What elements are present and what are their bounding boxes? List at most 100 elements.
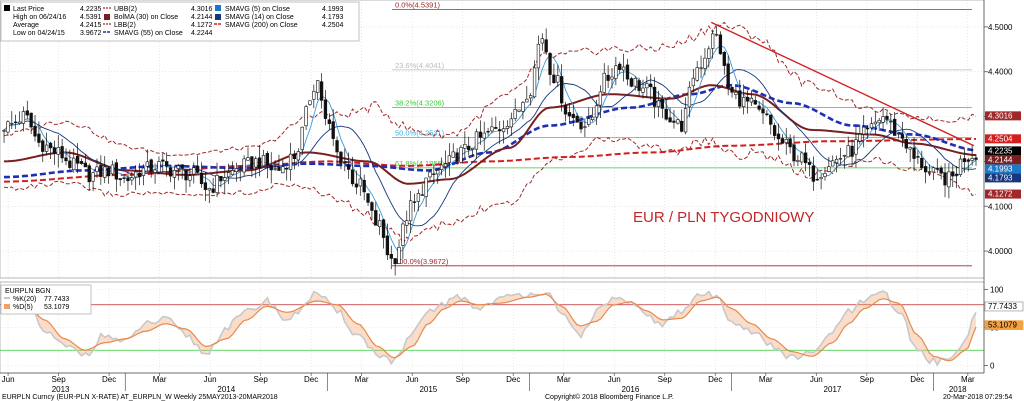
candle — [319, 73, 324, 109]
fib-label-4: 61.8%(4.1856) — [395, 159, 445, 168]
candle — [494, 116, 498, 130]
candle — [254, 156, 258, 179]
candle-body — [552, 74, 556, 84]
candle — [730, 86, 734, 98]
candle — [664, 99, 668, 121]
candle — [41, 138, 45, 162]
candle — [803, 143, 808, 172]
last-price-value: 4.2235 — [80, 6, 102, 13]
candle-body — [823, 173, 827, 177]
candle-body — [807, 162, 812, 165]
candle — [742, 84, 746, 115]
candle — [44, 132, 49, 156]
fib-label-1: 23.6%(4.4041) — [395, 61, 445, 70]
candle-body — [687, 86, 692, 108]
smavg-200-line — [4, 138, 976, 183]
candle-body — [711, 33, 715, 49]
candle — [680, 109, 684, 133]
price-tag-label: 4.2235 — [988, 146, 1013, 155]
candle-body — [749, 97, 754, 103]
candle-body — [831, 160, 835, 167]
candle — [517, 109, 521, 113]
candle-body — [428, 171, 432, 178]
candle-body — [87, 165, 91, 183]
candle-body — [319, 81, 324, 101]
candle — [501, 120, 506, 144]
candle — [145, 149, 149, 172]
candle-body — [668, 117, 672, 123]
candle-body — [331, 121, 335, 139]
bolma-label: BolMA (30) on Close — [114, 14, 178, 21]
candle — [180, 164, 184, 180]
candle-body — [575, 115, 579, 123]
x-month-tick-label: Mar — [759, 375, 773, 384]
candlesticks — [2, 26, 978, 276]
candle-body — [865, 127, 870, 130]
candle-body — [529, 95, 533, 99]
x-year-label: 2016 — [622, 385, 640, 394]
candle — [176, 163, 180, 181]
x-month-tick-label: Dec — [708, 375, 722, 384]
candle-body — [300, 126, 304, 150]
candle — [21, 106, 26, 132]
candle — [873, 111, 877, 135]
candle-body — [48, 142, 53, 149]
price-tag-label: 4.1993 — [988, 164, 1013, 173]
candle — [618, 61, 622, 74]
candle — [676, 119, 680, 125]
candle-body — [618, 63, 622, 70]
candle — [486, 127, 490, 136]
candle-body — [312, 90, 316, 100]
candle-body — [381, 219, 386, 238]
candle — [300, 126, 304, 156]
candle — [532, 60, 537, 99]
candle — [931, 166, 936, 180]
candle — [753, 95, 757, 105]
candle — [277, 154, 281, 171]
stochastic-y-tick-label: 0 — [990, 361, 995, 370]
candle-body — [494, 127, 498, 129]
price-grid — [0, 0, 985, 279]
candle-body — [91, 172, 95, 182]
candle — [788, 134, 792, 154]
price-tag-label: 4.2504 — [988, 134, 1013, 143]
candle-body — [145, 161, 149, 167]
candle-body — [285, 167, 289, 170]
candle-body — [474, 131, 479, 150]
candle-body — [738, 90, 742, 107]
candle-body — [261, 155, 266, 167]
candle-body — [463, 144, 467, 149]
candle-body — [378, 220, 382, 227]
candle — [393, 258, 397, 276]
candle-body — [652, 86, 657, 107]
candle-body — [443, 163, 448, 167]
candle — [424, 177, 428, 207]
candle — [536, 35, 541, 80]
candle — [153, 163, 157, 184]
candle-body — [560, 76, 564, 104]
candle — [811, 156, 816, 191]
candle-body — [114, 162, 118, 180]
candle — [408, 191, 413, 233]
price-tag — [985, 111, 1021, 121]
candle-body — [846, 145, 850, 158]
candle-body — [25, 110, 29, 116]
candle-body — [292, 153, 297, 160]
candle-body — [188, 175, 192, 181]
candle — [122, 174, 126, 184]
candle — [610, 67, 614, 89]
candle — [99, 155, 103, 185]
candle-body — [103, 166, 107, 178]
x-month-tick-label: Mar — [153, 375, 167, 384]
smavg55-label: SMAVG (55) on Close — [114, 30, 183, 37]
candle-body — [242, 158, 246, 173]
candle-body — [645, 83, 649, 89]
candle-body — [924, 166, 928, 173]
candle-body — [815, 178, 819, 181]
candle — [308, 100, 312, 106]
candle-body — [277, 166, 281, 171]
candle — [865, 125, 870, 139]
candle — [927, 164, 932, 177]
low-value: 3.9672 — [80, 30, 102, 37]
candle-body — [230, 170, 235, 175]
